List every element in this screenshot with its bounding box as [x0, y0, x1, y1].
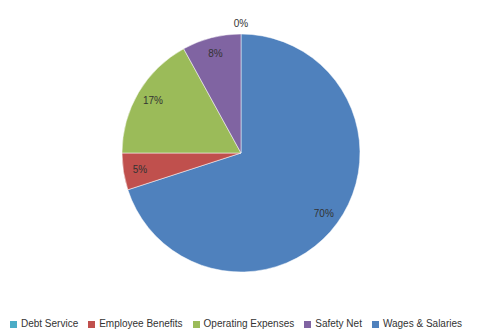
svg-text:70%: 70% — [314, 208, 334, 219]
html-text:Employee Benefits: Employee Benefits — [99, 318, 183, 329]
html-text:Debt Service: Debt Service — [21, 318, 79, 329]
svg-text:8%: 8% — [208, 48, 223, 59]
html-text:Safety Net: Safety Net — [315, 318, 362, 329]
svg-text:0%: 0% — [234, 18, 249, 29]
html-text:Operating Expenses: Operating Expenses — [203, 318, 295, 329]
html-text:Wages & Salaries: Wages & Salaries — [382, 318, 462, 329]
svg-text:5%: 5% — [133, 164, 148, 175]
svg-text:17%: 17% — [143, 95, 163, 106]
